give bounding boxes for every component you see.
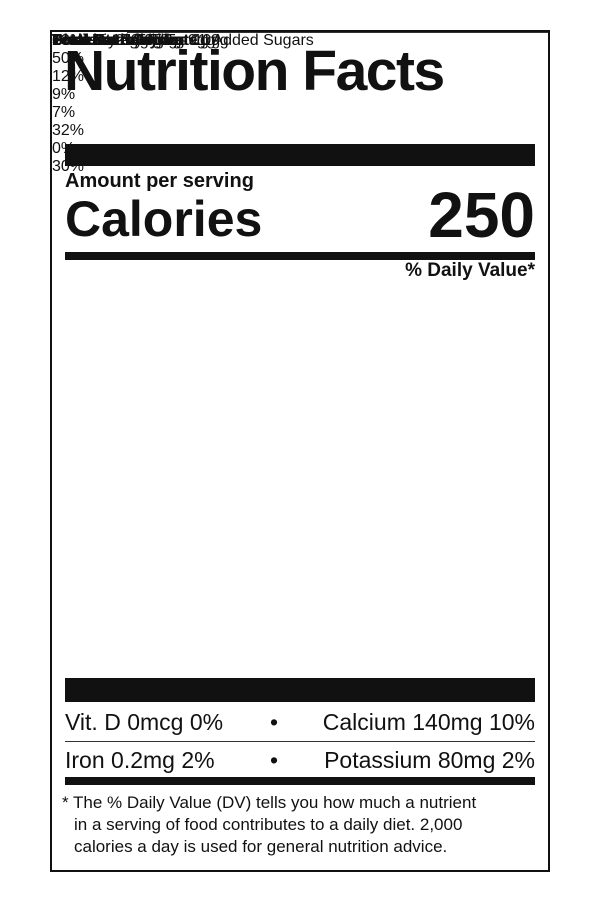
nutrient-row: Total Fat 18g 23% [52,32,548,50]
nutrient-label: Total Sugars <1g [95,32,216,50]
nutrient-name-italic: Trans [92,32,132,49]
nutrient-name: Sodium [52,32,111,49]
nutrient-amount: 18g [121,32,149,49]
thick-rule [65,144,535,166]
daily-value: 9% [52,86,76,103]
vitamin-item: Potassium 80mg 2% [324,747,535,773]
vitamin-row: Iron 0.2mg 2% • Potassium 80mg 2% [65,741,535,779]
vitamin-item: Calcium 140mg 10% [322,709,535,735]
daily-value-header: % Daily Value* [405,260,535,281]
rule [127,32,548,33]
thick-rule [65,678,535,702]
nutrient-name: Total Carbohydrate [52,32,198,49]
nutrient-label: Erythritol 6g [92,32,177,50]
daily-value: 7% [52,104,76,121]
nutrient-amount: 35mg [144,32,185,49]
nutrient-label: Total Carbohydrate 19g [52,32,229,50]
nutrient-label: Includes 0g Added Sugars [127,32,314,50]
nutrient-row: Sodium 210mg 9% [52,32,548,104]
nutrient-row: Saturated Fat 10g 50% [52,32,548,68]
nutrient-label: Total Fat 18g [52,32,149,50]
footnote-line: calories a day is used for general nutri… [74,837,448,856]
nutrient-name: Protein [52,32,108,49]
nutrient-amount: 19g [201,32,229,49]
bullet: • [270,709,279,735]
nutrient-amount: 9g [188,32,206,49]
calories-label: Calories [65,191,263,247]
nutrient-amount: 6g [159,32,178,49]
nutrient-name: Dietary Fiber [92,32,184,49]
nutrient-name: Saturated Fat [92,32,189,49]
daily-value: 32% [52,122,85,139]
nutrient-amount: 0g [163,32,182,49]
nutrient-label: Trans Fat 0g [92,32,182,50]
nutrient-amount: 15g [111,32,139,49]
nutrient-label: Saturated Fat 10g [92,32,220,50]
nutrition-label: Nutrition Facts Amount per serving Calor… [50,30,550,872]
nutrient-amount: 10g [193,32,221,49]
vitamin-row: Vit. D 0mcg 0% • Calcium 140mg 10% [65,704,535,741]
nutrient-row: Dietary Fiber 9g 32% [52,32,548,140]
thick-rule [65,777,535,785]
vitamin-item: Iron 0.2mg 2% [65,747,215,773]
vitamin-item: Vit. D 0mcg 0% [65,709,224,735]
nutrient-name: Total Fat [52,32,118,49]
nutrient-label: Sodium 210mg [52,32,164,50]
nutrient-rows: Total Fat 18g 23% Saturated Fat 10g 50% Tran… [52,32,548,176]
nutrient-row: Cholesterol 35mg 12% [52,32,548,86]
nutrient-amount: 210mg [115,32,165,49]
nutrient-name: Includes 0g Added Sugars [127,32,314,49]
thick-rule [65,252,535,260]
nutrient-name: Fat [136,32,160,49]
daily-value: 23% [52,32,85,49]
nutrient-name: Total Sugars [95,32,184,49]
nutrient-label: Cholesterol 35mg [52,32,185,50]
daily-value: 12% [52,68,85,85]
nutrient-name: Erythritol [92,32,156,49]
calories-value: 250 [428,179,535,251]
footnote-line: * The % Daily Value (DV) tells you how m… [62,793,477,812]
daily-value: 50% [52,50,85,67]
bullet: • [270,747,279,773]
nutrient-label: Protein 15g [52,32,138,50]
serving-label: Amount per serving [65,170,254,192]
footnote-line: in a serving of food contributes to a da… [74,815,463,834]
nutrient-amount: <1g [188,32,216,49]
nutrient-name: Cholesterol [52,32,141,49]
nutrient-row: Total Carbohydrate 19g 7% [52,32,548,122]
title: Nutrition Facts [64,39,445,103]
nutrient-label: Dietary Fiber 9g [92,32,206,50]
